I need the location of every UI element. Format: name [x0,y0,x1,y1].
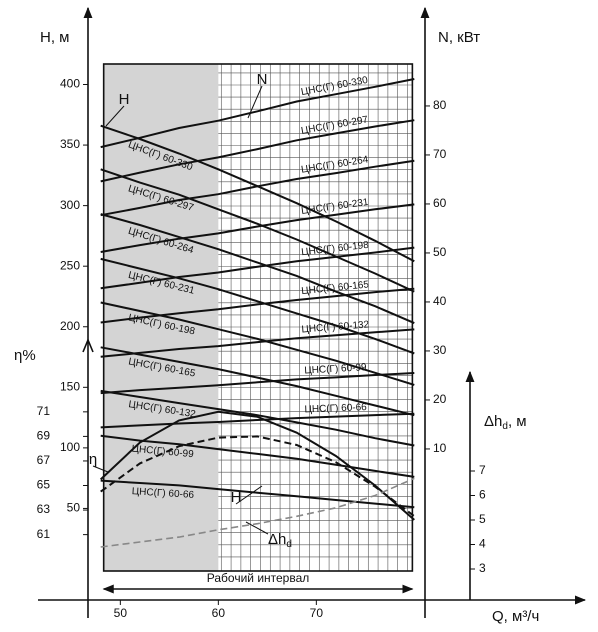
y-tick-label: 100 [60,440,80,454]
y-tick-label: 400 [60,77,80,91]
curve [100,301,415,386]
curve-label: ЦНС(Г) 60-132 [301,319,370,335]
y-tick-label: 50 [67,501,81,515]
annotation: η [89,451,97,468]
curve [100,372,415,395]
n-axis-label: N, кВт [438,29,480,46]
eta-axis-label: η% [14,347,36,364]
dh-unit: , м [508,413,527,430]
y2-tick-label: 70 [433,147,447,161]
curve [100,435,415,517]
dh-main: Δh [484,413,502,430]
curve [100,168,415,293]
y3-tick-label: 65 [37,478,51,492]
y-tick-label: 250 [60,258,80,272]
curve [100,213,415,325]
annotation: N [257,71,268,88]
curve-label: ЦНС(Г) 60-99 [304,362,367,376]
curve [100,389,415,447]
dh-axis-label: Δhd, м [484,413,527,432]
y2-tick-label: 50 [433,245,447,259]
y4-tick-label: 5 [479,512,486,526]
y3-tick-label: 63 [37,502,51,516]
y3-tick-label: 67 [37,453,51,467]
leader-line [92,465,109,473]
y2-tick-label: 20 [433,392,447,406]
annotation: Δhd [268,531,292,550]
curve [100,346,415,417]
y4-tick-label: 3 [479,561,486,575]
y-tick-label: 300 [60,198,80,212]
y3-tick-label: 61 [37,527,51,541]
y3-tick-label: 69 [37,429,51,443]
y4-tick-label: 7 [479,463,486,477]
y2-tick-label: 80 [433,98,447,112]
dh-sub: d [502,421,508,432]
interval-label: Рабочий интервал [207,571,310,585]
eta-arrow [82,337,94,353]
curve [100,119,415,183]
y-tick-label: 200 [60,319,80,333]
y2-tick-label: 60 [433,196,447,210]
curve [100,328,415,358]
x-tick-label: 60 [212,606,226,620]
axes: H, м N, кВт η% Δhd, м Q, м³/ч 50 60 705010… [14,6,587,625]
grid-frame [102,63,414,572]
h-axis-label: H, м [40,29,69,46]
curve [100,477,415,548]
leader-line [235,485,263,505]
leader-line [105,105,125,127]
curve [100,246,415,290]
y4-tick-label: 6 [479,488,486,502]
curve [100,203,415,253]
curve [100,412,415,429]
y2-tick-label: 30 [433,343,447,357]
annotation: H [231,489,242,506]
curve [100,257,415,355]
y-tick-label: 150 [60,379,80,393]
y-tick-label: 350 [60,137,80,151]
leader-line [245,521,269,535]
y4-tick-label: 4 [479,537,486,551]
y2-tick-label: 40 [433,294,447,308]
annotation-sub: d [286,539,292,550]
q-axis-label: Q, м³/ч [492,608,539,625]
y3-tick-label: 71 [37,404,51,418]
curve [100,159,415,217]
x-tick-label: 70 [310,606,324,620]
y2-tick-label: 10 [433,441,447,455]
curve [100,479,415,509]
annotation: H [119,91,130,108]
curve [100,434,415,478]
leader-line [247,85,263,119]
x-tick-label: 50 [114,606,128,620]
curve-label: ЦНС(Г) 60-66 [131,486,194,501]
curve [100,78,415,149]
curve-label: ЦНС(Г) 60-66 [304,402,367,415]
curve [100,410,415,521]
annotation-main: Δh [268,531,286,548]
curve [100,287,415,324]
